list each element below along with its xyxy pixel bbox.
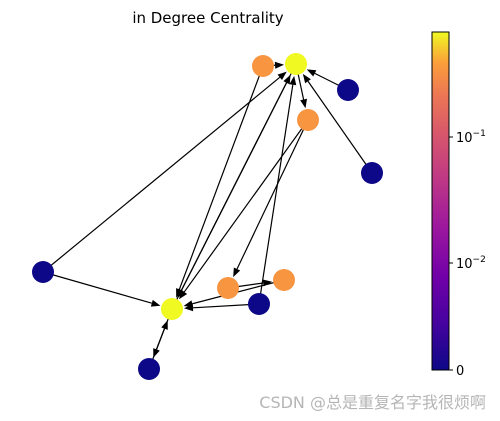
edge-arrowhead bbox=[274, 61, 285, 69]
watermark-text: CSDN @总是重复名字我很烦啊 bbox=[259, 393, 486, 412]
edge bbox=[258, 75, 297, 305]
colorbar-tick-label: 10−1 bbox=[456, 129, 486, 146]
edge-arrowhead bbox=[277, 71, 287, 81]
graph-node bbox=[297, 109, 319, 131]
figure-title: in Degree Centrality bbox=[132, 9, 283, 27]
edge bbox=[177, 63, 297, 299]
edge-line bbox=[183, 119, 309, 293]
edges-layer bbox=[42, 61, 373, 370]
edge-line bbox=[307, 80, 373, 174]
graph-node bbox=[217, 277, 239, 299]
graph-node bbox=[161, 298, 183, 320]
edge bbox=[176, 65, 264, 298]
nodes-layer bbox=[32, 53, 383, 380]
edge bbox=[42, 71, 287, 273]
graph-node bbox=[361, 162, 383, 184]
graph-node bbox=[248, 293, 270, 315]
edge-line bbox=[42, 76, 281, 273]
edge-arrowhead bbox=[306, 69, 317, 77]
edge-line bbox=[180, 63, 297, 291]
edge-arrowhead bbox=[289, 75, 297, 86]
edge-arrowhead bbox=[177, 288, 185, 299]
edge-arrowhead bbox=[302, 73, 311, 84]
edge-arrowhead bbox=[300, 98, 308, 109]
edge-line bbox=[236, 119, 309, 270]
colorbar-gradient bbox=[431, 31, 450, 371]
edge-line bbox=[42, 271, 152, 304]
edge bbox=[42, 271, 161, 307]
edge-line bbox=[258, 84, 294, 305]
edge-arrowhead bbox=[233, 267, 241, 278]
edge-arrowhead bbox=[150, 299, 161, 307]
edge bbox=[233, 119, 309, 278]
colorbar: 10−1 10−2 0 bbox=[431, 31, 486, 379]
edge bbox=[302, 73, 373, 174]
graph-node bbox=[273, 269, 295, 291]
graph-node bbox=[32, 261, 54, 283]
graph-node bbox=[337, 79, 359, 101]
colorbar-ticks bbox=[449, 136, 453, 371]
graph-node bbox=[138, 358, 160, 380]
graph-node bbox=[285, 53, 307, 75]
edge-line bbox=[178, 65, 264, 290]
edge-line bbox=[192, 303, 260, 309]
graph-node bbox=[252, 55, 274, 77]
edge-arrowhead bbox=[153, 348, 160, 358]
colorbar-tick-label: 10−2 bbox=[456, 255, 486, 272]
edge-arrowhead bbox=[183, 300, 194, 308]
edge-arrowhead bbox=[161, 320, 168, 330]
colorbar-tick-label: 0 bbox=[456, 364, 464, 379]
edge bbox=[183, 303, 260, 312]
